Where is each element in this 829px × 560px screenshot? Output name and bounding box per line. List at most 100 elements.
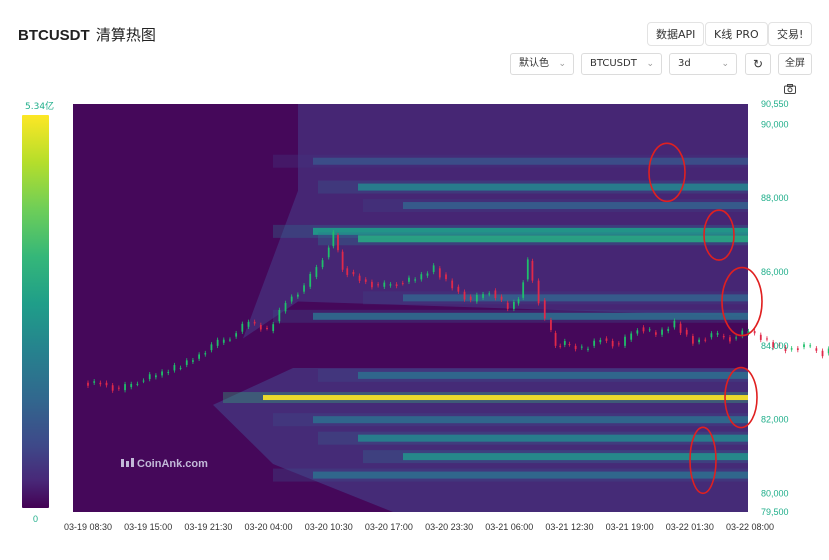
candle-body [698, 339, 700, 343]
candle-body [445, 274, 447, 280]
candle-body [235, 333, 238, 337]
candle-body [247, 321, 250, 327]
pair-value: BTCUSDT [590, 58, 637, 69]
range-select[interactable]: 3d ⌄ [669, 53, 737, 75]
candle-body [611, 340, 614, 347]
candle-body [821, 350, 824, 357]
candle-body [599, 339, 602, 343]
y-tick-label: 82,000 [761, 415, 789, 425]
annotation-ellipse [648, 142, 686, 203]
liquidation-band [313, 157, 748, 165]
candle-body [580, 346, 583, 348]
symbol-label: BTCUSDT [18, 27, 90, 44]
chevron-down-icon: ⌄ [721, 59, 729, 69]
candle-body [457, 286, 460, 292]
candle-body [803, 344, 805, 348]
refresh-button[interactable]: ↻ [745, 53, 771, 75]
coinank-logo-icon [121, 458, 134, 467]
trade-button[interactable]: 交易! [768, 22, 813, 46]
candle-body [130, 384, 133, 388]
candle-body [617, 343, 620, 345]
candle-body [117, 387, 120, 389]
candle-body [371, 281, 373, 288]
candle-body [827, 348, 829, 354]
liquidation-band [313, 416, 748, 424]
x-tick-label: 03-19 21:30 [184, 522, 232, 532]
candle-body [266, 328, 268, 329]
candle-body [87, 382, 89, 386]
candle-body [272, 324, 275, 332]
candle-body [563, 341, 566, 345]
candle-body [358, 275, 361, 281]
candle-body [136, 383, 139, 385]
liquidation-band [403, 453, 748, 461]
candle-body [679, 323, 682, 333]
candle-body [327, 247, 330, 258]
y-tick-label: 79,500 [761, 507, 789, 517]
candle-body [587, 348, 589, 350]
candle-body [475, 294, 478, 302]
candle-body [753, 331, 756, 334]
fullscreen-button[interactable]: 全屏 [778, 53, 812, 75]
candle-body [722, 336, 725, 338]
candle-body [198, 354, 201, 359]
x-tick-label: 03-21 19:00 [606, 522, 654, 532]
liquidation-band [403, 294, 748, 302]
y-tick-label: 86,000 [761, 267, 789, 277]
candle-body [741, 330, 744, 336]
candle-body [278, 309, 281, 322]
colorbar [22, 115, 49, 508]
candle-body [259, 324, 262, 330]
candle-body [537, 280, 540, 304]
candle-body [469, 296, 472, 301]
candle-body [290, 296, 293, 302]
candle-body [414, 279, 417, 281]
liquidation-band [358, 235, 748, 243]
x-tick-label: 03-21 12:30 [545, 522, 593, 532]
candle-body [543, 300, 546, 319]
annotation-ellipse [703, 209, 735, 261]
candle-body [692, 336, 694, 344]
candle-body [321, 260, 324, 268]
kline-pro-button[interactable]: K线 PRO [705, 22, 768, 46]
pair-select[interactable]: BTCUSDT ⌄ [581, 53, 662, 75]
candle-body [624, 336, 626, 346]
y-tick-label: 90,550 [761, 99, 789, 109]
color-scheme-select[interactable]: 默认色 ⌄ [510, 53, 574, 75]
candle-body [574, 345, 577, 350]
candle-body [99, 382, 102, 385]
annotation-ellipse [689, 426, 717, 495]
candle-body [630, 333, 633, 340]
liquidation-band [358, 434, 748, 442]
camera-icon[interactable] [784, 84, 796, 97]
candle-body [494, 290, 497, 299]
candle-body [241, 323, 244, 332]
data-api-button[interactable]: 数据API [647, 22, 705, 46]
candle-body [303, 285, 305, 292]
liquidation-band [313, 227, 748, 235]
page-title: BTCUSDT 清算热图 [18, 24, 156, 45]
candle-body [796, 348, 799, 351]
candle-body [408, 277, 410, 282]
watermark: CoinAnk.com [121, 458, 208, 470]
candle-body [506, 302, 509, 309]
candle-body [395, 284, 398, 287]
candle-body [173, 365, 176, 371]
candle-body [161, 371, 163, 376]
candle-body [341, 251, 344, 270]
candle-body [735, 337, 738, 339]
candle-body [253, 321, 256, 324]
x-tick-label: 03-22 08:00 [726, 522, 774, 532]
candle-body [426, 273, 429, 276]
x-tick-label: 03-19 15:00 [124, 522, 172, 532]
candle-body [383, 282, 386, 287]
candle-body [673, 320, 676, 328]
candle-body [337, 235, 339, 251]
candle-body [192, 360, 194, 362]
x-tick-label: 03-20 04:00 [245, 522, 293, 532]
candle-body [204, 353, 207, 355]
liquidation-band [403, 202, 748, 210]
y-tick-label: 90,000 [761, 119, 789, 129]
candle-body [111, 385, 114, 391]
